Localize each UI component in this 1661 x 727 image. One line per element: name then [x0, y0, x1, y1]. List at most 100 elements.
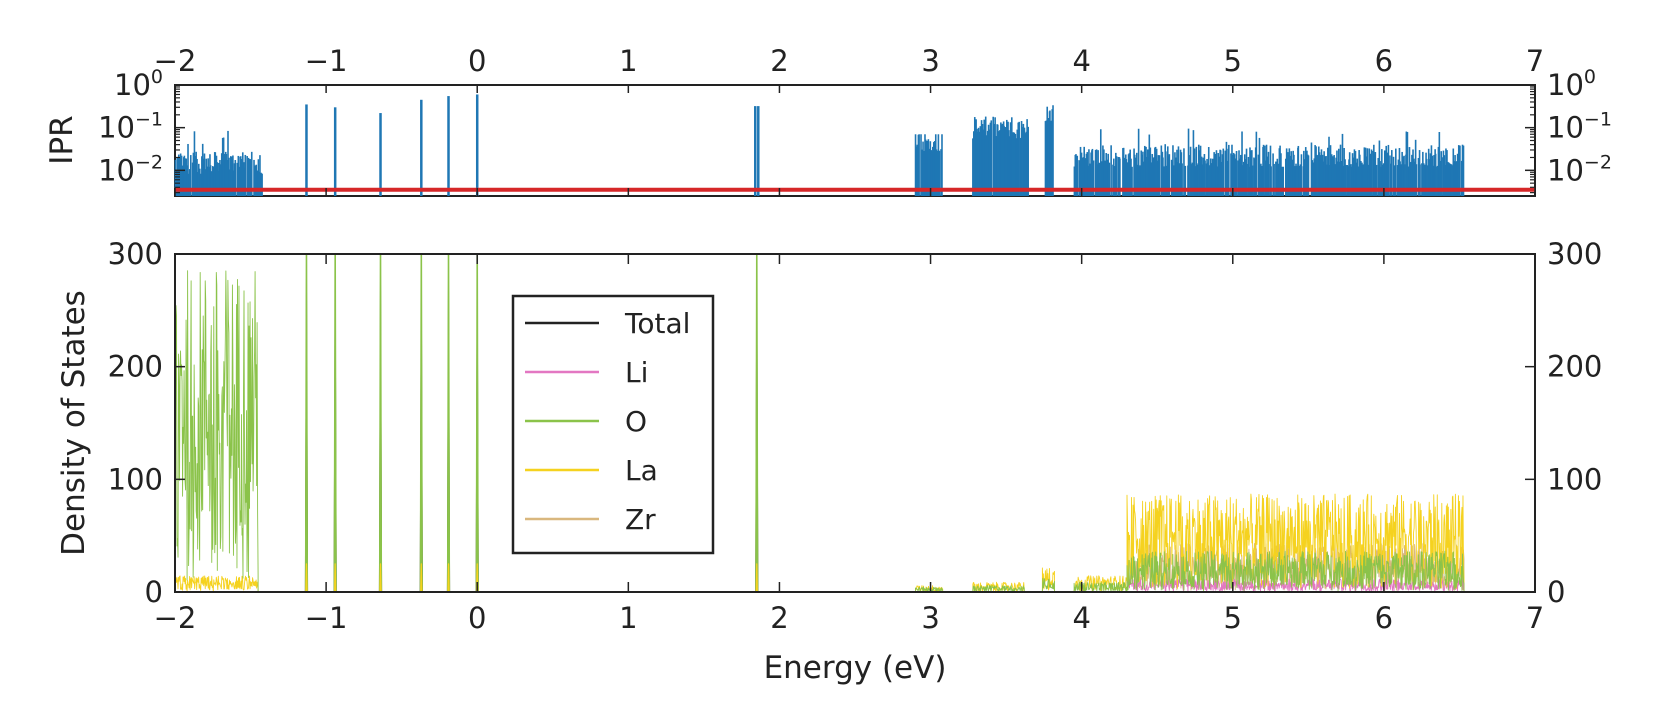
ipr-bar [972, 138, 974, 196]
ipr-bar [221, 137, 224, 196]
ipr-bar [1381, 149, 1383, 196]
ipr-bar [1133, 154, 1136, 196]
ipr-bar [1165, 151, 1167, 196]
ipr-y-tick-label: 10−2 [98, 151, 163, 187]
ipr-bar [1012, 132, 1015, 196]
ipr-bar [1392, 156, 1395, 196]
ipr-bar [1361, 164, 1364, 196]
ipr-bar [1320, 149, 1323, 196]
ipr-bar [1176, 149, 1178, 196]
ipr-bar [1187, 128, 1190, 196]
ipr-bar [1454, 155, 1456, 196]
ipr-bar [940, 149, 942, 196]
ipr-bar [1219, 150, 1222, 196]
ipr-bar [1131, 166, 1133, 196]
ipr-bar [985, 135, 988, 196]
ipr-bar [976, 129, 978, 196]
dos-peak-o [755, 253, 759, 593]
dos-line-li [1126, 578, 1465, 592]
ipr-y-axis-label: IPR [44, 115, 80, 164]
ipr-bar [1337, 148, 1340, 196]
ipr-bar [1457, 145, 1460, 196]
ipr-bar [923, 150, 925, 196]
ipr-bar [1094, 149, 1097, 196]
ipr-bar [1373, 144, 1375, 196]
ipr-bar [227, 130, 229, 196]
ipr-bar [214, 152, 217, 196]
ipr-bar [212, 166, 215, 196]
ipr-bar [1348, 152, 1351, 196]
ipr-bar [202, 158, 205, 196]
ipr-bar [1462, 145, 1465, 196]
dos-peak-la [420, 563, 423, 593]
ipr-bar [1357, 166, 1359, 196]
ipr-bar [1315, 154, 1318, 196]
ipr-bar [1442, 150, 1445, 196]
ipr-bar [1312, 162, 1315, 196]
ipr-bar [992, 116, 994, 196]
ipr-bar [475, 94, 479, 196]
ipr-bar [933, 141, 936, 196]
ipr-bar [1190, 164, 1193, 196]
ipr-bar [935, 149, 938, 196]
ipr-bar [333, 107, 337, 196]
ipr-bar [936, 150, 939, 196]
ipr-bar [1325, 156, 1327, 196]
ipr-bar [1265, 144, 1268, 196]
ipr-x-tick-label: 5 [1224, 44, 1242, 78]
ipr-bar [1241, 131, 1243, 196]
ipr-bar [447, 96, 450, 196]
ipr-bar [1007, 130, 1010, 196]
legend-label-o: O [625, 405, 647, 438]
ipr-bar [922, 141, 924, 196]
ipr-bar [204, 169, 206, 196]
ipr-bar [1293, 154, 1295, 196]
ipr-bar [1459, 145, 1461, 196]
ipr-bar [241, 152, 244, 196]
ipr-bar [244, 154, 247, 196]
ipr-bar [1129, 149, 1131, 196]
ipr-bar [1206, 158, 1208, 196]
ipr-bar [1332, 158, 1334, 196]
ipr-bar [1368, 148, 1371, 196]
ipr-bar [1446, 150, 1448, 196]
ipr-bar [210, 171, 213, 196]
ipr-bar [1253, 158, 1256, 196]
ipr-bar [925, 140, 928, 196]
dos-line-o [1126, 550, 1465, 592]
ipr-bar [230, 156, 233, 196]
ipr-bar [977, 127, 980, 196]
dos-x-ticks: −2 −1 0 1 2 3 4 5 6 7 [154, 254, 1544, 635]
ipr-bar [197, 163, 200, 196]
ipr-bar [1046, 106, 1049, 196]
ipr-bar [1246, 163, 1248, 196]
ipr-bar [1208, 165, 1211, 196]
ipr-bar [1137, 128, 1140, 196]
ipr-bar [1160, 145, 1163, 196]
ipr-bar [1197, 144, 1200, 196]
dos-y-tick-label: 0 [1547, 575, 1565, 609]
ipr-bar [1119, 158, 1121, 196]
ipr-bar [1354, 151, 1357, 196]
ipr-bar [1338, 161, 1341, 196]
ipr-bar [1447, 162, 1450, 196]
ipr-bar [1128, 153, 1131, 196]
ipr-bar [1184, 165, 1187, 196]
ipr-bar [1382, 164, 1384, 196]
ipr-bar [1145, 156, 1148, 196]
ipr-bar [183, 155, 186, 196]
ipr-bar [1080, 152, 1083, 196]
ipr-bar [983, 119, 985, 196]
ipr-bar [1226, 160, 1228, 196]
ipr-bar [1345, 164, 1347, 196]
dos-x-tick-label: 7 [1526, 601, 1544, 635]
dos-peak-la [755, 563, 758, 593]
ipr-bar [1231, 144, 1233, 196]
ipr-bar [1329, 145, 1332, 196]
ipr-bar [1099, 165, 1101, 196]
ipr-bar [1222, 148, 1225, 196]
ipr-bar [177, 154, 180, 196]
dos-x-tick-label: −1 [305, 601, 348, 635]
ipr-bar [973, 117, 976, 196]
dos-panel: −2 −1 0 1 2 3 4 5 6 7 0 0 100 100 200 200 300 300 Energy… [56, 237, 1602, 686]
